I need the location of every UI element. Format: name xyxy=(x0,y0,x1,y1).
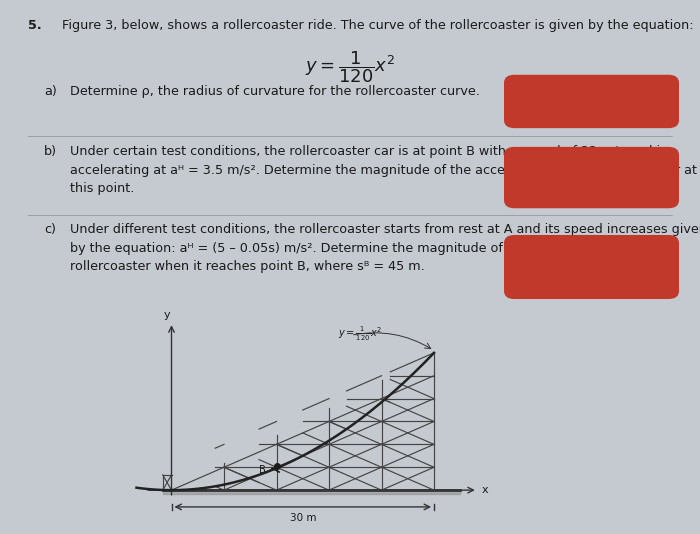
Text: $y = \frac{1}{120}x^2$: $y = \frac{1}{120}x^2$ xyxy=(338,325,382,343)
FancyBboxPatch shape xyxy=(504,75,679,128)
FancyBboxPatch shape xyxy=(504,147,679,208)
Text: c): c) xyxy=(44,223,56,236)
Text: $y = \dfrac{1}{120}x^2$: $y = \dfrac{1}{120}x^2$ xyxy=(305,49,395,85)
Text: 5.: 5. xyxy=(28,19,41,32)
Text: b): b) xyxy=(44,145,57,158)
Text: x: x xyxy=(482,485,489,495)
Text: Under different test conditions, the rollercoaster starts from rest at A and its: Under different test conditions, the rol… xyxy=(70,223,700,273)
Text: a): a) xyxy=(44,85,57,98)
Text: B: B xyxy=(259,465,266,475)
FancyBboxPatch shape xyxy=(504,235,679,299)
Text: 30 m: 30 m xyxy=(290,513,316,523)
Text: y: y xyxy=(164,310,170,320)
Text: Figure 3, below, shows a rollercoaster ride. The curve of the rollercoaster is g: Figure 3, below, shows a rollercoaster r… xyxy=(62,19,693,32)
Text: Under certain test conditions, the rollercoaster car is at point B with a speed : Under certain test conditions, the rolle… xyxy=(70,145,697,195)
Text: Determine ρ, the radius of curvature for the rollercoaster curve.: Determine ρ, the radius of curvature for… xyxy=(70,85,480,98)
